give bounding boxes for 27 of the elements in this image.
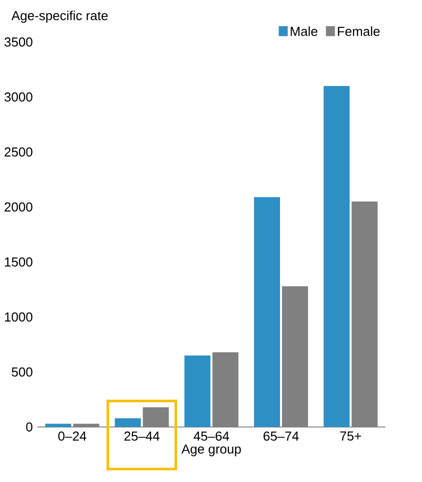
y-tick-label: 1500 <box>4 257 32 267</box>
x-tick-label: 75+ <box>340 432 361 441</box>
bar <box>212 352 238 427</box>
y-tick-label: 1000 <box>4 312 32 322</box>
bar <box>282 286 308 427</box>
x-tick-label: 45–64 <box>194 432 229 441</box>
y-tick-label: 3000 <box>4 92 32 102</box>
x-tick-label: 25–44 <box>124 432 160 441</box>
y-axis-title: Age-specific rate <box>11 10 108 23</box>
y-tick-label: 0 <box>26 422 32 432</box>
bar <box>254 197 280 427</box>
x-tick-label: 0–24 <box>58 432 86 441</box>
bar <box>142 407 169 427</box>
y-tick-label: 2500 <box>4 147 32 157</box>
bar <box>324 86 350 427</box>
y-tick-label: 500 <box>12 367 32 377</box>
y-tick-label: 3500 <box>4 37 32 47</box>
bar <box>352 202 378 427</box>
bar <box>114 418 141 427</box>
x-tick-label: 65–74 <box>263 432 299 441</box>
bar <box>73 424 100 427</box>
y-tick-label: 2000 <box>4 202 32 212</box>
bar <box>45 424 72 427</box>
bar <box>184 356 210 427</box>
x-axis-title: Age group <box>181 444 241 456</box>
legend-label: Female <box>338 26 380 36</box>
legend-label: Male <box>290 26 318 36</box>
